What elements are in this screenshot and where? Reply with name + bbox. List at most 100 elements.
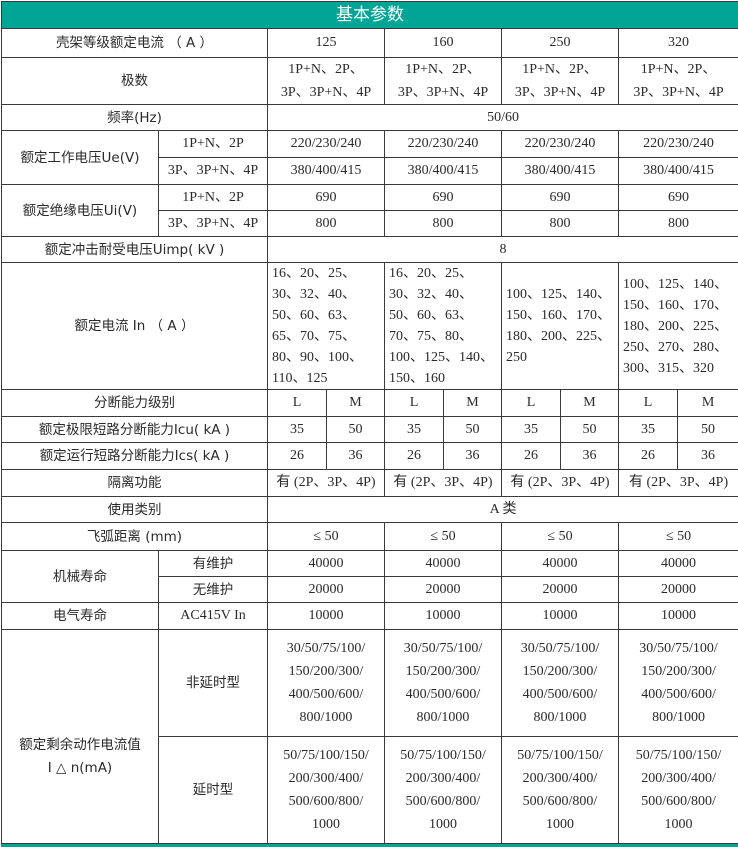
cell: 220/230/240 [502, 131, 619, 158]
cell: 16、20、25、 30、32、40、 50、60、63、 70、75、80、 … [385, 263, 502, 390]
row-label: 额定电流 In （ A ） [2, 263, 268, 390]
cell: ≤ 50 [385, 523, 502, 551]
cell: 50 [678, 417, 738, 443]
cell: A 类 [268, 497, 738, 523]
cell: 20000 [619, 577, 738, 603]
cell: 50 [444, 417, 502, 443]
row-frequency: 频率(Hz) 50/60 [2, 105, 738, 131]
cell: 40000 [385, 551, 502, 577]
cell: 有 (2P、3P、4P) [502, 470, 619, 497]
cell: 380/400/415 [502, 158, 619, 185]
cell: 26 [619, 443, 678, 470]
cell: 220/230/240 [385, 131, 502, 158]
cell: 30/50/75/100/ 150/200/300/ 400/500/600/ … [385, 630, 502, 737]
cell: 50/60 [268, 105, 738, 131]
row-ue: 额定工作电压Ue(V) 1P+N、2P 220/230/240 220/230/… [2, 131, 738, 158]
cell: 40000 [268, 551, 385, 577]
cell: 26 [268, 443, 327, 470]
cell: 800 [502, 211, 619, 237]
cell: L [502, 390, 561, 417]
cell: 40000 [502, 551, 619, 577]
row-label: 额定工作电压Ue(V) [2, 131, 159, 185]
cell: 35 [502, 417, 561, 443]
row-label: 额定绝缘电压Ui(V) [2, 185, 159, 237]
row-label: 飞弧距离 (mm) [2, 523, 268, 551]
cell: 30/50/75/100/ 150/200/300/ 400/500/600/ … [502, 630, 619, 737]
cell: 30/50/75/100/ 150/200/300/ 400/500/600/ … [268, 630, 385, 737]
row-poles: 极数 1P+N、2P、 3P、3P+N、4P 1P+N、2P、 3P、3P+N、… [2, 58, 738, 105]
cell: 50/75/100/150/ 200/300/400/ 500/600/800/… [268, 737, 385, 844]
cell: 690 [619, 185, 738, 211]
row-label: 隔离功能 [2, 470, 268, 497]
cell: 35 [268, 417, 327, 443]
row-label: 使用类别 [2, 497, 268, 523]
cell: 380/400/415 [385, 158, 502, 185]
cell: 320 [619, 29, 738, 58]
cell: M [444, 390, 502, 417]
row-label: 极数 [2, 58, 268, 105]
row-label: 额定运行短路分断能力Ics( kA ) [2, 443, 268, 470]
row-mech-life: 机械寿命 有维护 40000 40000 40000 40000 [2, 551, 738, 577]
cell: 30/50/75/100/ 150/200/300/ 400/500/600/ … [619, 630, 738, 737]
row-arc-distance: 飞弧距离 (mm) ≤ 50 ≤ 50 ≤ 50 ≤ 50 [2, 523, 738, 551]
cell: ≤ 50 [502, 523, 619, 551]
cell: ≤ 50 [268, 523, 385, 551]
cell: 800 [385, 211, 502, 237]
sub-label: 3P、3P+N、4P [159, 211, 268, 237]
cell: 36 [327, 443, 385, 470]
cell: 800 [268, 211, 385, 237]
sub-label: AC415V In [159, 603, 268, 630]
cell: 20000 [268, 577, 385, 603]
cell: 有 (2P、3P、4P) [385, 470, 502, 497]
cell: 16、20、25、 30、32、40、 50、60、63、 65、70、75、 … [268, 263, 385, 390]
cell: 20000 [385, 577, 502, 603]
cell: M [678, 390, 738, 417]
cell: 690 [268, 185, 385, 211]
cell: 26 [385, 443, 444, 470]
row-residual: 额定剩余动作电流值 I △ n(mA) 非延时型 30/50/75/100/ 1… [2, 630, 738, 737]
cell: L [385, 390, 444, 417]
row-ui: 额定绝缘电压Ui(V) 1P+N、2P 690 690 690 690 [2, 185, 738, 211]
cell: 220/230/240 [268, 131, 385, 158]
cell: 35 [619, 417, 678, 443]
row-uimp: 额定冲击耐受电压Uimp( kV ) 8 [2, 237, 738, 263]
cell: 50/75/100/150/ 200/300/400/ 500/600/800/… [619, 737, 738, 844]
cell: 380/400/415 [268, 158, 385, 185]
cell: 36 [444, 443, 502, 470]
cell: 1P+N、2P、 3P、3P+N、4P [502, 58, 619, 105]
sub-label: 1P+N、2P [159, 185, 268, 211]
sub-label: 无维护 [159, 577, 268, 603]
cell: 有 (2P、3P、4P) [268, 470, 385, 497]
cell: 20000 [502, 577, 619, 603]
cell: 125 [268, 29, 385, 58]
row-label: 额定极限短路分断能力Icu( kA ) [2, 417, 268, 443]
sub-label: 1P+N、2P [159, 131, 268, 158]
cell: 50/75/100/150/ 200/300/400/ 500/600/800/… [385, 737, 502, 844]
cell: 380/400/415 [619, 158, 738, 185]
cell: 220/230/240 [619, 131, 738, 158]
row-label: 频率(Hz) [2, 105, 268, 131]
row-label: 壳架等级额定电流 （ A ） [2, 29, 268, 58]
cell: 10000 [502, 603, 619, 630]
cell: 10000 [619, 603, 738, 630]
sub-label: 延时型 [159, 737, 268, 844]
cell: 1P+N、2P、 3P、3P+N、4P [268, 58, 385, 105]
row-label: 额定剩余动作电流值 I △ n(mA) [2, 630, 159, 844]
cell: 40000 [619, 551, 738, 577]
cell: 50 [327, 417, 385, 443]
cell: M [561, 390, 619, 417]
cell: 10000 [268, 603, 385, 630]
cell: 690 [502, 185, 619, 211]
cell: 1P+N、2P、 3P、3P+N、4P [385, 58, 502, 105]
row-label: 机械寿命 [2, 551, 159, 603]
cell: 10000 [385, 603, 502, 630]
cell: 690 [385, 185, 502, 211]
cell: L [268, 390, 327, 417]
cell: 250 [502, 29, 619, 58]
cell: 50 [561, 417, 619, 443]
cell: 100、125、140、 150、160、170、 180、200、225、 2… [502, 263, 619, 390]
row-label: 额定冲击耐受电压Uimp( kV ) [2, 237, 268, 263]
